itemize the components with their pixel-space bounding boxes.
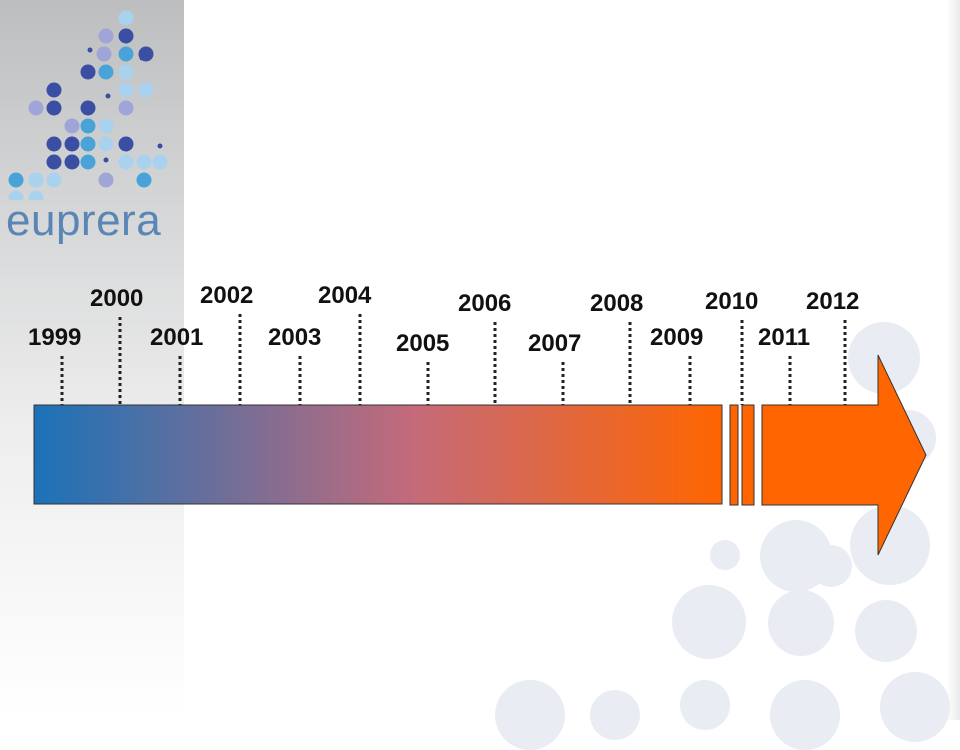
logo-dot (138, 82, 154, 98)
logo-dot (98, 136, 114, 152)
year-label-2012: 2012 (806, 288, 860, 315)
logo-dot (136, 154, 152, 170)
logo-text: euprera (6, 196, 162, 245)
logo-dot (28, 100, 44, 116)
bg-circle (768, 590, 834, 656)
timeline-bar (33, 404, 723, 505)
logo-dot (98, 64, 114, 80)
year-label-2001: 2001 (150, 324, 204, 351)
timeline-diagram (33, 314, 927, 556)
logo-dot (28, 190, 44, 200)
bg-circle (855, 600, 917, 662)
logo-dot (98, 172, 114, 188)
timeline-break-segment (729, 404, 739, 506)
logo-dot (98, 28, 114, 44)
logo-dot-small (139, 55, 145, 61)
logo-dot (64, 118, 80, 134)
year-label-2006: 2006 (458, 290, 512, 317)
year-label-1999: 1999 (28, 324, 82, 351)
logo-dot (64, 136, 80, 152)
logo-dot (152, 154, 168, 170)
logo-dot (80, 154, 96, 170)
logo-dot (8, 172, 24, 188)
year-label-2011: 2011 (758, 324, 811, 351)
logo-dot (118, 82, 134, 98)
logo-dot (80, 118, 96, 134)
year-label-2005: 2005 (396, 330, 450, 357)
year-label-2008: 2008 (590, 290, 644, 317)
logo-dot (136, 172, 152, 188)
logo-dot (118, 10, 134, 26)
year-label-2009: 2009 (650, 324, 704, 351)
timeline-break-segment (741, 404, 755, 506)
logo-dot-small (105, 93, 111, 99)
logo-dot (118, 136, 134, 152)
timeline-arrow (761, 354, 927, 556)
logo-dot (46, 82, 62, 98)
logo-dot (64, 154, 80, 170)
logo-dot (118, 100, 134, 116)
logo-dot-small (87, 47, 93, 53)
logo-dot (8, 190, 24, 200)
logo-dot (96, 46, 112, 62)
bg-circle (710, 540, 740, 570)
logo-dot-small (103, 157, 109, 163)
year-label-2003: 2003 (268, 324, 322, 351)
logo-dot (80, 100, 96, 116)
logo-dot (46, 154, 62, 170)
year-label-2002: 2002 (200, 282, 254, 309)
year-label-2010: 2010 (705, 288, 759, 315)
logo-dot (118, 28, 134, 44)
right-edge-shadow (946, 0, 960, 720)
logo-dot (118, 154, 134, 170)
logo-dot (28, 172, 44, 188)
logo-dot (80, 136, 96, 152)
logo-dot-small (157, 143, 163, 149)
logo-dot (80, 64, 96, 80)
logo-dot (46, 172, 62, 188)
year-label-2007: 2007 (528, 330, 582, 357)
euprera-logo-icon (8, 10, 168, 200)
year-label-2004: 2004 (318, 282, 372, 309)
bg-circle (672, 585, 746, 659)
bg-circle (810, 545, 852, 587)
logo-dot (98, 118, 114, 134)
logo-dot (46, 136, 62, 152)
logo-dot (118, 64, 134, 80)
logo-dot (118, 46, 134, 62)
year-label-2000: 2000 (90, 285, 144, 312)
logo-dot (46, 100, 62, 116)
